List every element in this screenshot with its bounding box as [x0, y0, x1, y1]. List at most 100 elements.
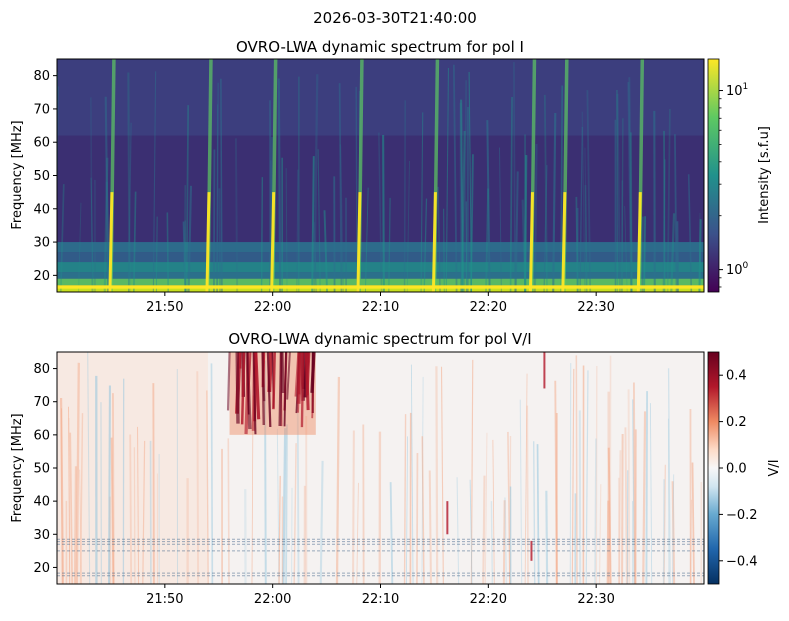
- bright-burst-core: [530, 192, 532, 292]
- strong-positive-streak: [299, 352, 300, 394]
- polarization-streak: [430, 471, 431, 584]
- x-tick-label: 22:20: [470, 592, 507, 607]
- panel-2-colorbar-label: V/I: [767, 459, 782, 476]
- faint-burst: [644, 216, 645, 292]
- x-tick-label: 22:30: [577, 300, 614, 315]
- strong-positive-streak: [228, 352, 230, 410]
- faint-burst: [219, 188, 220, 292]
- bright-burst-core: [272, 192, 274, 292]
- high-band-tint: [57, 59, 704, 136]
- bright-burst-core: [638, 192, 640, 292]
- colorbar-tick-label: −0.2: [726, 508, 758, 523]
- faint-burst: [466, 201, 467, 292]
- polarization-streak: [595, 439, 596, 584]
- polarization-streak: [153, 383, 154, 584]
- colorbar-tick-label: 0.0: [726, 462, 747, 477]
- faint-burst: [677, 221, 678, 292]
- faint-burst: [279, 79, 280, 292]
- bright-burst-core: [433, 192, 435, 292]
- panel-1-colorbar-label: Intensity [s.f.u]: [757, 126, 772, 224]
- strong-positive-streak: [237, 352, 238, 424]
- polarization-streak: [646, 391, 647, 584]
- x-tick-label: 22:30: [577, 592, 614, 607]
- polarization-streak: [353, 430, 354, 584]
- panel-2-ylabel: Frequency [MHz]: [10, 413, 25, 522]
- polarization-streak: [629, 389, 630, 584]
- x-tick-label: 22:10: [362, 300, 399, 315]
- panel-1-x-axis: 21:50 22:00 22:10 22:20 22:30: [146, 292, 615, 315]
- panel-2-colorbar: [708, 352, 719, 584]
- polarization-streak: [491, 501, 492, 584]
- bright-burst-core: [563, 192, 565, 292]
- y-tick-label: 60: [33, 428, 50, 443]
- faint-burst: [622, 118, 623, 292]
- panel-1-colorbar-ticks: 100 101: [719, 82, 749, 287]
- panel-1-heatmap: [55, 59, 704, 292]
- polarization-streak: [483, 476, 484, 584]
- y-tick-label: 40: [33, 202, 50, 217]
- strong-positive-streak: [282, 352, 283, 393]
- bright-burst-core: [207, 192, 209, 292]
- panel-2-colorbar-ticks: 0.40.20.0−0.2−0.4: [719, 369, 758, 570]
- y-tick-label: 20: [33, 561, 50, 576]
- y-tick-label: 50: [33, 169, 50, 184]
- polarization-streak: [228, 438, 229, 584]
- panel-1-colorbar: [708, 59, 719, 292]
- y-tick-label: 30: [33, 236, 50, 251]
- x-tick-label: 22:10: [362, 592, 399, 607]
- polarization-streak: [527, 406, 528, 584]
- y-tick-label: 70: [33, 102, 50, 117]
- panel-2-heatmap: [57, 352, 704, 584]
- bright-burst-core: [110, 192, 112, 292]
- colorbar-tick-label: 100: [726, 261, 749, 278]
- y-tick-label: 80: [33, 69, 50, 84]
- polarization-streak: [130, 435, 131, 584]
- faint-burst: [356, 87, 357, 292]
- strong-positive-streak: [273, 352, 274, 409]
- faint-burst: [444, 209, 445, 292]
- strong-positive-streak: [263, 352, 264, 425]
- faint-burst: [642, 217, 643, 292]
- faint-burst: [664, 131, 665, 292]
- polarization-streak: [75, 466, 76, 584]
- y-tick-label: 50: [33, 462, 50, 477]
- colorbar-tick-label: 101: [726, 82, 748, 99]
- colorbar-tick-label: −0.4: [726, 554, 758, 569]
- polarization-streak: [622, 434, 623, 584]
- x-tick-label: 22:20: [470, 300, 507, 315]
- colorbar-tick-label: 0.4: [726, 369, 747, 384]
- x-tick-label: 22:00: [254, 592, 291, 607]
- panel-1-title: OVRO-LWA dynamic spectrum for pol I: [236, 38, 524, 56]
- polarization-streak: [546, 491, 547, 584]
- y-tick-label: 70: [33, 395, 50, 410]
- y-tick-label: 30: [33, 528, 50, 543]
- polarization-streak: [576, 355, 577, 584]
- polarization-streak: [538, 444, 539, 584]
- faint-burst: [236, 138, 237, 292]
- y-tick-label: 40: [33, 495, 50, 510]
- faint-burst: [383, 135, 384, 292]
- panel-2-title: OVRO-LWA dynamic spectrum for pol V/I: [228, 330, 531, 348]
- x-tick-label: 21:50: [146, 300, 183, 315]
- y-tick-label: 80: [33, 362, 50, 377]
- frequency-band: [57, 279, 704, 286]
- panel-2-x-axis: 21:50 22:00 22:10 22:20 22:30: [146, 584, 615, 607]
- faint-burst: [514, 62, 515, 292]
- x-tick-label: 22:00: [254, 300, 291, 315]
- y-tick-label: 20: [33, 269, 50, 284]
- polarization-streak: [109, 385, 110, 584]
- polarization-streak: [634, 383, 635, 584]
- strong-positive-streak: [247, 352, 248, 415]
- strong-positive-streak: [312, 352, 314, 393]
- bright-burst-core: [358, 192, 360, 292]
- polarization-streak: [417, 453, 418, 584]
- faint-burst: [631, 132, 632, 292]
- panel-2-y-axis: 20 30 40 50 60 70 80: [33, 362, 57, 576]
- faint-burst: [221, 79, 222, 292]
- bottom-bright-band: [57, 285, 704, 288]
- faint-burst: [699, 219, 700, 292]
- panel-pol-vi: OVRO-LWA dynamic spectrum for pol V/I 20…: [10, 330, 782, 607]
- x-tick-label: 21:50: [146, 592, 183, 607]
